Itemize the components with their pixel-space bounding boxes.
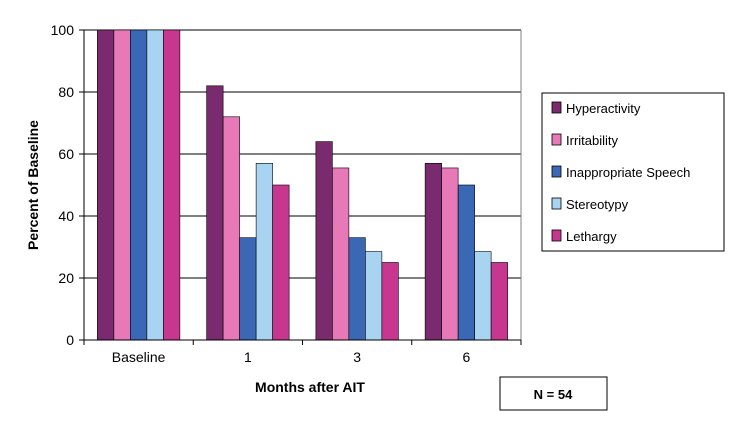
bar-stereotypy-2 xyxy=(365,251,383,341)
bar-irritability-1 xyxy=(222,116,240,341)
y-tick-label: 40 xyxy=(58,208,74,224)
bar-stereotypy-1 xyxy=(255,163,273,341)
x-tick-label: 1 xyxy=(244,349,252,365)
sample-size-label: N = 54 xyxy=(534,387,573,402)
legend-swatch-stereotypy xyxy=(551,197,562,210)
bar-irritability-2 xyxy=(332,167,350,341)
x-tick-label: 6 xyxy=(462,349,470,365)
y-tick-labels: 0 20 40 60 80 100 xyxy=(51,22,75,348)
x-tick-label: 3 xyxy=(353,349,361,365)
sample-size-frame xyxy=(499,376,608,411)
legend-label-stereotypy: Stereotypy xyxy=(566,197,629,212)
bar-irritability-3 xyxy=(441,167,459,341)
bar-inappropriate-speech-0 xyxy=(130,29,148,341)
bar-hyperactivity-1 xyxy=(206,85,224,341)
y-tick-label: 60 xyxy=(58,146,74,162)
x-tick-labels: Baseline 1 3 6 xyxy=(112,349,471,365)
legend-swatch-lethargy xyxy=(551,229,562,242)
y-tick-label: 20 xyxy=(58,270,74,286)
sample-size-box: N = 54 xyxy=(499,376,608,411)
bar-stereotypy-0 xyxy=(146,29,164,341)
bar-hyperactivity-3 xyxy=(424,163,442,341)
legend-label-hyperactivity: Hyperactivity xyxy=(566,101,641,116)
legend: Hyperactivity Irritability Inappropriate S… xyxy=(541,92,725,252)
bar-inappropriate-speech-1 xyxy=(239,237,257,341)
bar-stereotypy-3 xyxy=(474,251,492,341)
bar-inappropriate-speech-3 xyxy=(457,184,475,341)
bar-lethargy-0 xyxy=(163,29,181,341)
legend-label-lethargy: Lethargy xyxy=(566,229,617,244)
bar-irritability-0 xyxy=(113,29,131,341)
legend-box xyxy=(541,92,725,252)
legend-swatch-hyperactivity xyxy=(551,101,562,114)
legend-swatch-irritability xyxy=(551,133,562,146)
legend-swatch-inappropriate-speech xyxy=(551,165,562,178)
x-tick-label: Baseline xyxy=(112,349,166,365)
legend-label-inappropriate-speech: Inappropriate Speech xyxy=(566,165,690,180)
bar-lethargy-1 xyxy=(272,184,290,341)
legend-label-irritability: Irritability xyxy=(566,133,619,148)
bar-inappropriate-speech-2 xyxy=(348,237,366,341)
bar-hyperactivity-0 xyxy=(97,29,115,341)
x-axis-label: Months after AIT xyxy=(255,379,365,395)
bar-lethargy-2 xyxy=(381,262,399,341)
y-tick-label: 0 xyxy=(66,332,74,348)
y-tick-label: 100 xyxy=(51,22,75,38)
axes xyxy=(79,29,522,345)
bar-lethargy-3 xyxy=(490,262,508,341)
y-tick-label: 80 xyxy=(58,84,74,100)
y-axis-label: Percent of Baseline xyxy=(25,120,41,250)
bar-hyperactivity-2 xyxy=(315,141,333,341)
bars xyxy=(97,29,508,341)
